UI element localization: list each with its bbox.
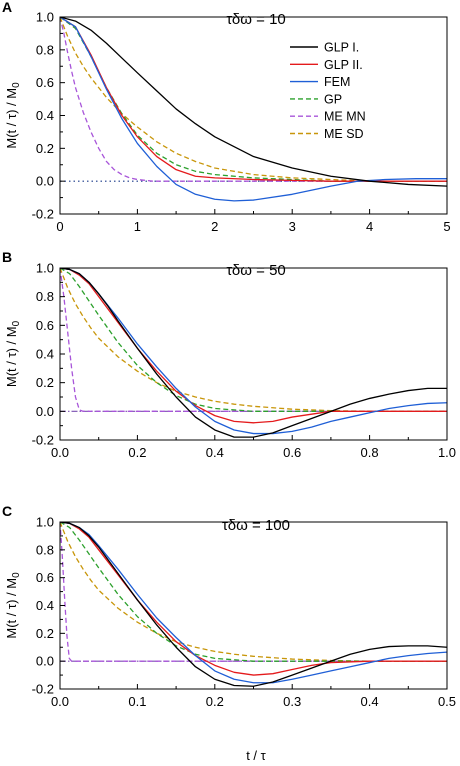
legend: GLP I. GLP II. FEM GP ME MN ME SD [290, 41, 366, 141]
series-group [60, 17, 447, 202]
x-tick-label: 0.6 [283, 445, 301, 460]
y-tick-label: 0.2 [36, 375, 54, 390]
panel-title: τδω = 10 [226, 11, 286, 28]
legend-label: GP [324, 92, 342, 106]
x-tick-label: 0.0 [51, 694, 69, 709]
series-line-me-sd [60, 268, 447, 412]
series-line-glp-i [60, 522, 447, 687]
series-line-me-sd [60, 17, 447, 182]
y-tick-label: 0.4 [36, 108, 54, 123]
legend-item: ME SD [290, 127, 364, 141]
legend-label: GLP I. [324, 41, 359, 55]
series-line-glp-i [60, 268, 447, 438]
legend-label: ME SD [324, 127, 364, 141]
x-tick-label: 0.3 [283, 694, 301, 709]
series-line-glp-ii [60, 268, 447, 424]
series-line-me-mn [60, 268, 447, 412]
legend-item: GLP I. [290, 41, 359, 55]
x-tick-label: 0.2 [128, 445, 146, 460]
panel-letter: B [2, 249, 12, 265]
panel-b: -0.20.00.20.40.60.81.00.0 0.2 0.4 0.6 0.8 1.0… [2, 249, 456, 460]
y-tick-label: -0.2 [32, 433, 54, 448]
x-tick-label: 0.5 [438, 694, 456, 709]
legend-item: GLP II. [290, 58, 363, 72]
y-tick-label: 1.0 [36, 10, 54, 25]
y-axis-label: M(t / τ) / M0 [4, 82, 22, 149]
legend-label: GLP II. [324, 58, 363, 72]
y-axis-label: M(t / τ) / M0 [4, 572, 22, 639]
y-axis-label: M(t / τ) / M0 [4, 320, 22, 387]
legend-item: ME MN [290, 110, 366, 124]
series-line-glp-i [60, 17, 447, 187]
y-tick-label: 1.0 [36, 261, 54, 276]
series-line-glp-ii [60, 17, 447, 182]
y-tick-label: 1.0 [36, 515, 54, 530]
y-tick-label: 0.4 [36, 598, 54, 613]
y-tick-label: 0.0 [36, 404, 54, 419]
series-line-me-sd [60, 522, 447, 662]
x-tick-label: 3 [289, 219, 296, 234]
y-tick-label: 0.0 [36, 654, 54, 669]
y-tick-label: 0.8 [36, 542, 54, 557]
panel-title: τδω = 50 [226, 262, 286, 279]
y-tick-label: 0.8 [36, 42, 54, 57]
x-tick-label: 0.0 [51, 445, 69, 460]
x-tick-label: 1.0 [438, 445, 456, 460]
x-tick-label: 5 [443, 219, 450, 234]
plot-frame [59, 267, 448, 441]
series-line-fem [60, 522, 447, 684]
panel-letter: C [2, 503, 12, 519]
x-tick-label: 4 [366, 219, 373, 234]
x-tick-label: 0.4 [206, 445, 224, 460]
legend-item: GP [290, 92, 342, 106]
y-tick-label: 0.0 [36, 174, 54, 189]
panel-title: τδω = 100 [222, 517, 290, 534]
panel-c: -0.20.00.20.40.60.81.00.0 0.1 0.2 0.3 0.4 0.5… [2, 503, 456, 709]
y-tick-label: -0.2 [32, 207, 54, 222]
legend-label: FEM [324, 75, 350, 89]
series-group [60, 268, 447, 438]
y-tick-label: -0.2 [32, 682, 54, 697]
panel-letter: A [2, 0, 12, 15]
series-line-gp [60, 268, 447, 412]
x-tick-label: 0.4 [361, 694, 379, 709]
series-line-me-mn [60, 17, 447, 182]
x-tick-label: 1 [134, 219, 141, 234]
y-tick-label: 0.2 [36, 141, 54, 156]
series-line-gp [60, 522, 447, 662]
series-line-fem [60, 268, 447, 435]
series-line-me-mn [60, 522, 447, 662]
y-tick-label: 0.8 [36, 289, 54, 304]
plot-frame [59, 16, 448, 215]
x-tick-label: 2 [211, 219, 218, 234]
y-tick-label: 0.4 [36, 347, 54, 362]
series-group [60, 522, 447, 687]
y-tick-label: 0.6 [36, 75, 54, 90]
plot-frame [59, 521, 448, 690]
x-tick-label: 0 [56, 219, 63, 234]
y-tick-label: 0.6 [36, 318, 54, 333]
x-tick-label: 0.8 [361, 445, 379, 460]
legend-label: ME MN [324, 110, 366, 124]
y-tick-label: 0.6 [36, 570, 54, 585]
y-tick-label: 0.2 [36, 626, 54, 641]
x-tick-label: 0.2 [206, 694, 224, 709]
x-tick-label: 0.1 [128, 694, 146, 709]
legend-item: FEM [290, 75, 350, 89]
x-axis-label: t / τ [246, 748, 266, 763]
series-line-glp-ii [60, 522, 447, 676]
